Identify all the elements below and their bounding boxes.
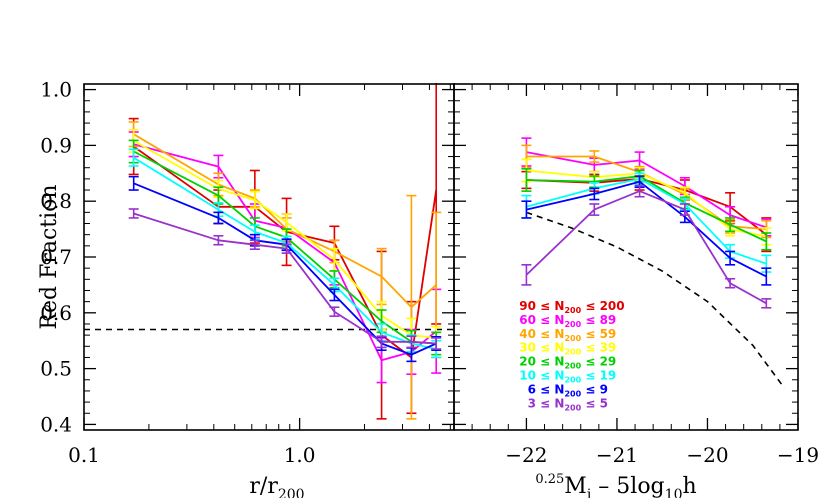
x-label-superscript: 0.25 [535,472,564,487]
right-x-tick-label: −22 [505,443,547,467]
left-series-8 [128,208,442,350]
left-plot-area [84,83,454,420]
legend-entry-4: 30 ≤ N200 ≤ 39 [519,341,616,357]
y-tick-label: 0.9 [40,133,72,157]
legend-hi: ≤ 59 [581,327,616,341]
right-x-tick-label: −20 [686,443,728,467]
y-tick-label: 0.5 [40,357,72,381]
legend-sub: 200 [564,403,581,412]
legend-entry-5: 20 ≤ N200 ≤ 29 [519,355,616,371]
left-series-line [133,145,438,359]
x-label-subscript-2: 10 [665,487,683,498]
legend-lo: 10 [519,369,536,383]
right-series-line [526,177,767,236]
legend-sub: 200 [564,334,581,343]
legend-entry-1: 90 ≤ N200 ≤ 200 [519,299,624,315]
right-series-line [526,180,767,278]
legend-mid: ≤ N [536,355,564,369]
right-series-8 [521,184,772,309]
legend-mid: ≤ N [536,396,564,410]
y-axis-label: Red Fraction [37,184,62,329]
legend-mid: ≤ N [536,327,564,341]
legend-sub: 200 [564,348,581,357]
legend-sub: 200 [564,362,581,371]
left-series-3 [128,121,442,420]
legend-entry-6: 10 ≤ N200 ≤ 19 [519,369,616,385]
x-label-subscript: i [587,487,592,498]
right-series-line [526,175,767,243]
legend-entry-2: 60 ≤ N200 ≤ 89 [519,313,616,329]
legend-lo: 30 [519,341,536,355]
y-tick-label: 0.6 [40,301,72,325]
right-x-tick-label: −21 [596,443,638,467]
y-tick-label: 0.7 [40,245,72,269]
legend-hi: ≤ 39 [581,341,616,355]
legend-hi: ≤ 9 [581,382,608,396]
x-label-base: M [564,474,587,498]
legend-mid: ≤ N [536,299,564,313]
right-series-line [526,169,767,238]
legend-hi: ≤ 89 [581,313,616,327]
legend-sub: 200 [564,389,581,398]
left-x-axis-label: r/r200 [249,474,304,498]
right-plot-area [521,137,786,389]
left-frame [83,83,455,431]
dashed-curve [526,211,786,389]
right-x-axis-label: 0.25Mi – 5log10h [535,472,696,498]
legend-hi: ≤ 5 [581,396,608,410]
legend-mid: ≤ N [536,313,564,327]
right-panel: −22 −21 −20 −190.25Mi – 5log10h [453,83,819,498]
legend-sub: 200 [564,376,581,385]
right-series-line [525,190,767,305]
y-tick-label: 0.4 [40,412,72,436]
right-series-line [526,151,767,229]
legend-mid: ≤ N [536,341,564,355]
left-panel: 0.4 0.5 0.6 0.7 0.8 0.9 1.0 0.1 1.0 Red Fraction r… [37,78,455,498]
legend-lo: 90 [519,299,536,313]
x-tick-label: 1.0 [284,443,316,467]
y-tick-label: 1.0 [40,78,72,102]
legend-hi: ≤ 29 [581,355,616,369]
x-label-tail: h [682,474,696,498]
legend-sub: 200 [564,320,581,329]
left-series-line [133,212,437,345]
left-series-line [133,182,437,356]
legend-entry-3: 40 ≤ N200 ≤ 59 [519,327,616,343]
legend-lo: 20 [519,355,536,369]
x-tick-label: 0.1 [68,443,100,467]
left-series-line [133,150,437,345]
x-label-base: r/r [249,474,278,498]
right-x-tick-label: −19 [777,443,819,467]
y-tick-label: 0.8 [40,189,72,213]
legend-hi: ≤ 19 [581,369,616,383]
legend-lo: 3 [528,396,536,410]
legend-mid: ≤ N [536,369,564,383]
legend-entry-8: 3 ≤ N200 ≤ 5 [528,396,608,412]
legend-mid: ≤ N [536,382,564,396]
legend-lo: 6 [528,382,536,396]
x-label-subscript: 200 [278,487,305,498]
legend-lo: 40 [519,327,536,341]
legend-hi: ≤ 200 [581,299,624,313]
legend-lo: 60 [519,313,536,327]
legend-entry-7: 6 ≤ N200 ≤ 9 [528,382,608,398]
right-series-line [526,177,767,265]
left-series-7 [128,175,442,363]
x-label-mid: – 5log [591,474,664,498]
legend-sub: 200 [564,306,581,315]
left-series-line [133,140,437,339]
